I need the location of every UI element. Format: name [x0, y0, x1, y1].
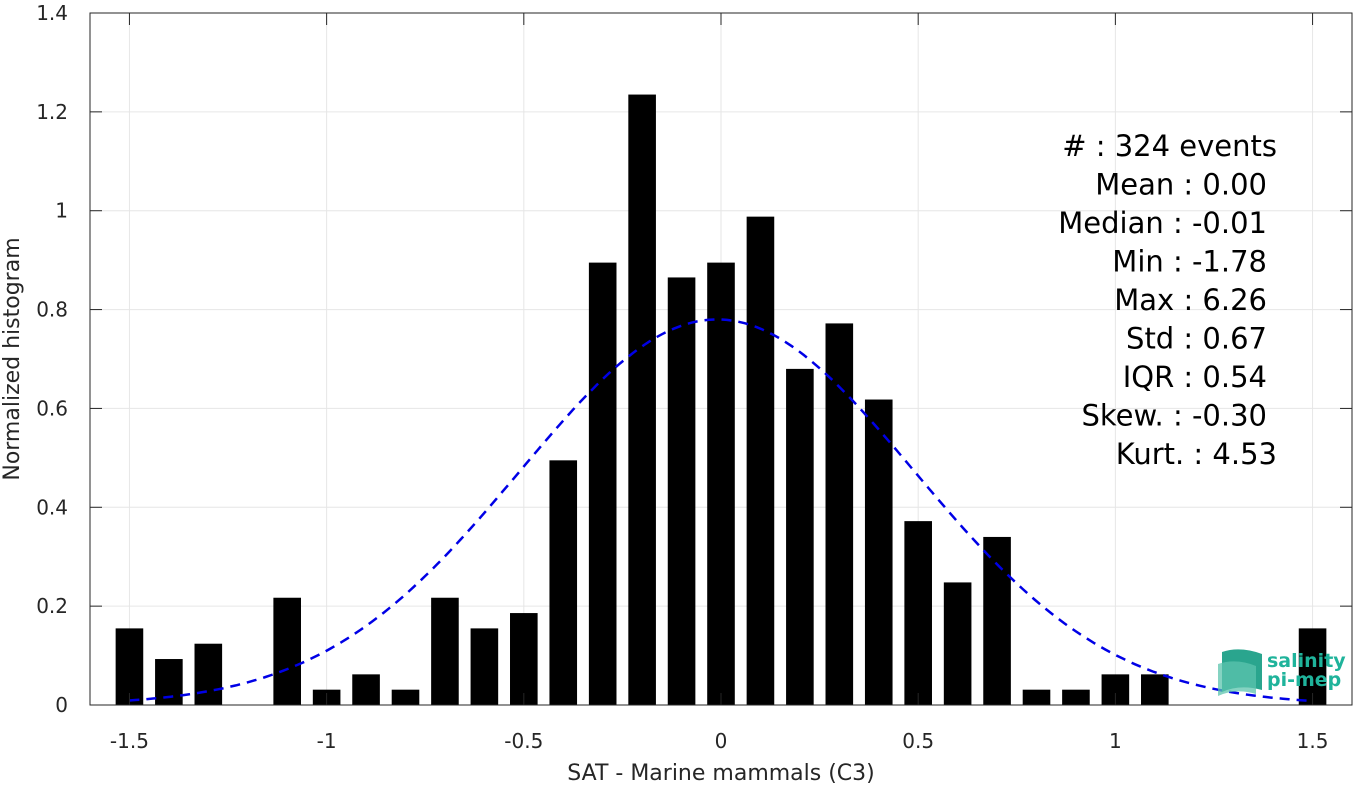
histogram-bar	[431, 597, 459, 705]
x-tick-labels: -1.5 -1 -0.5 0 0.5 1 1.5	[110, 729, 1329, 753]
statistics-annotation: # : 324 events Mean : 0.00 Median : -0.01 M…	[1058, 129, 1277, 471]
histogram-bar	[1298, 628, 1327, 705]
histogram-bar	[588, 262, 617, 705]
histogram-bar	[825, 323, 854, 705]
y-tick-label: 1	[55, 199, 68, 223]
x-axis-label: SAT - Marine mammals (C3)	[567, 761, 875, 785]
stat-line: Min : -1.78	[1112, 245, 1267, 279]
y-tick-label: 1.2	[36, 100, 68, 124]
y-tick-labels: 0 0.2 0.4 0.6 0.8 1 1.2 1.4	[36, 1, 68, 717]
histogram-bar	[115, 628, 144, 705]
stat-line: Median : -0.01	[1058, 206, 1267, 240]
histogram-bars	[115, 94, 1327, 706]
gaussian-fit-curve	[129, 318, 1313, 703]
axis-ticks	[90, 12, 1352, 706]
x-tick-label: -1.5	[110, 729, 149, 753]
y-tick-label: 0.2	[36, 594, 68, 618]
y-tick-label: 0.4	[36, 495, 68, 519]
stat-line: Std : 0.67	[1126, 322, 1267, 356]
x-tick-label: 0	[715, 729, 728, 753]
y-axis-label: Normalized histogram	[0, 237, 25, 480]
logo-mark-icon	[1218, 649, 1262, 696]
histogram-bar	[786, 368, 814, 705]
stat-line: Mean : 0.00	[1095, 168, 1267, 202]
stat-line: Max : 6.26	[1114, 283, 1267, 317]
x-tick-label: 1.5	[1297, 729, 1329, 753]
stat-line: Skew. : -0.30	[1081, 399, 1267, 433]
logo-line2: pi-mep	[1267, 669, 1341, 691]
x-tick-label: -1	[317, 729, 337, 753]
histogram-bar	[273, 597, 301, 705]
histogram-bar	[470, 628, 499, 705]
y-tick-label: 0.6	[36, 396, 68, 420]
x-tick-label: 0.5	[902, 729, 934, 753]
histogram-bar	[864, 399, 893, 705]
histogram-bar	[904, 521, 932, 705]
histogram-bar	[667, 277, 696, 705]
histogram-bar	[194, 643, 223, 705]
logo-line1: salinity	[1267, 650, 1346, 672]
x-tick-label: 1	[1109, 729, 1122, 753]
stat-line: Kurt. : 4.53	[1116, 437, 1277, 471]
histogram-bar	[549, 460, 578, 705]
y-tick-label: 0.8	[36, 298, 68, 322]
histogram-bar	[707, 262, 735, 705]
y-tick-label: 1.4	[36, 1, 68, 25]
y-tick-label: 0	[55, 693, 68, 717]
histogram-bar	[628, 94, 656, 706]
histogram-bar	[746, 216, 775, 705]
histogram-bar	[1141, 674, 1169, 705]
histogram-bar	[510, 613, 538, 705]
histogram-bar	[943, 582, 972, 705]
histogram-bar	[352, 674, 380, 705]
stat-line: IQR : 0.54	[1123, 360, 1267, 394]
stat-line: # : 324 events	[1062, 129, 1277, 163]
salinity-pimep-logo: salinity pi-mep	[1218, 649, 1346, 696]
histogram-bar	[391, 689, 420, 705]
histogram-bar	[983, 536, 1011, 705]
histogram-bar	[1062, 689, 1090, 705]
x-tick-label: -0.5	[504, 729, 543, 753]
grid-lines	[90, 12, 1352, 706]
histogram-bar	[1022, 689, 1051, 705]
